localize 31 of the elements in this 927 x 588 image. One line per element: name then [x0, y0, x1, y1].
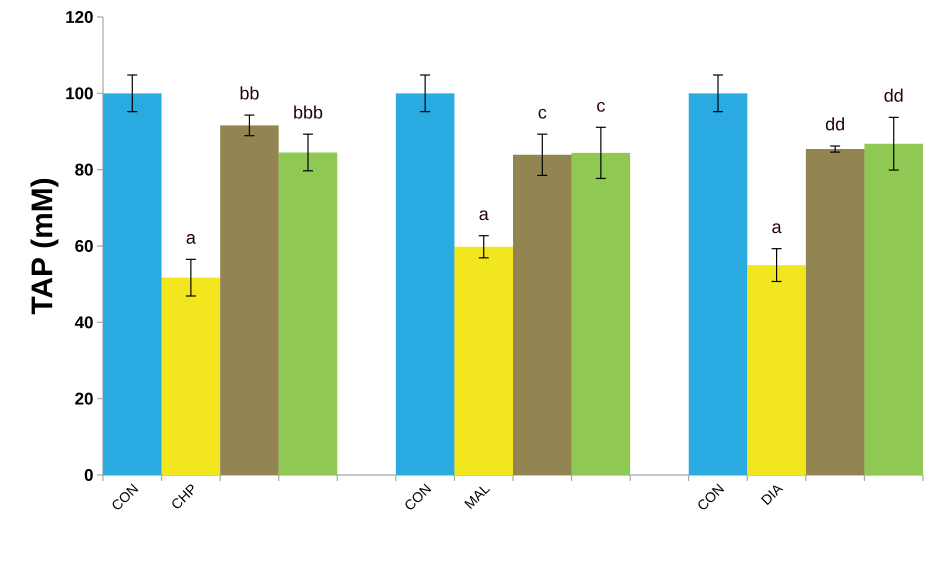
y-axis-title: TAP (mM): [30, 178, 58, 314]
x-tick-label: DIA: [760, 485, 784, 506]
y-tick-label: 40: [74, 316, 93, 328]
data-label: c: [538, 108, 546, 119]
bar: [220, 125, 279, 475]
y-tick-label: 120: [66, 10, 93, 23]
data-label: bbb: [294, 105, 322, 119]
y-tick-label: 80: [75, 164, 93, 176]
bar: [864, 144, 924, 475]
y-tick-label: 60: [75, 240, 93, 252]
y-tick-label: 100: [66, 87, 93, 100]
data-label: dd: [884, 88, 903, 102]
bar: [103, 93, 162, 475]
data-label: a: [480, 210, 489, 220]
bar: [747, 265, 806, 475]
x-tick-label: MAL: [464, 486, 490, 509]
data-label: a: [772, 223, 782, 234]
bar: [572, 152, 630, 475]
bar: [396, 93, 454, 475]
data-label: bb: [240, 86, 259, 100]
bar: [688, 93, 748, 475]
bar: [806, 149, 864, 475]
y-tick-label: 0: [84, 469, 93, 481]
data-label: c: [597, 102, 605, 112]
bar: [278, 152, 338, 475]
y-tick-label: 20: [75, 392, 93, 405]
bar: [454, 246, 514, 475]
data-label: dd: [826, 117, 844, 130]
bar: [162, 278, 220, 475]
data-label: a: [186, 234, 196, 244]
bar: [513, 154, 572, 475]
